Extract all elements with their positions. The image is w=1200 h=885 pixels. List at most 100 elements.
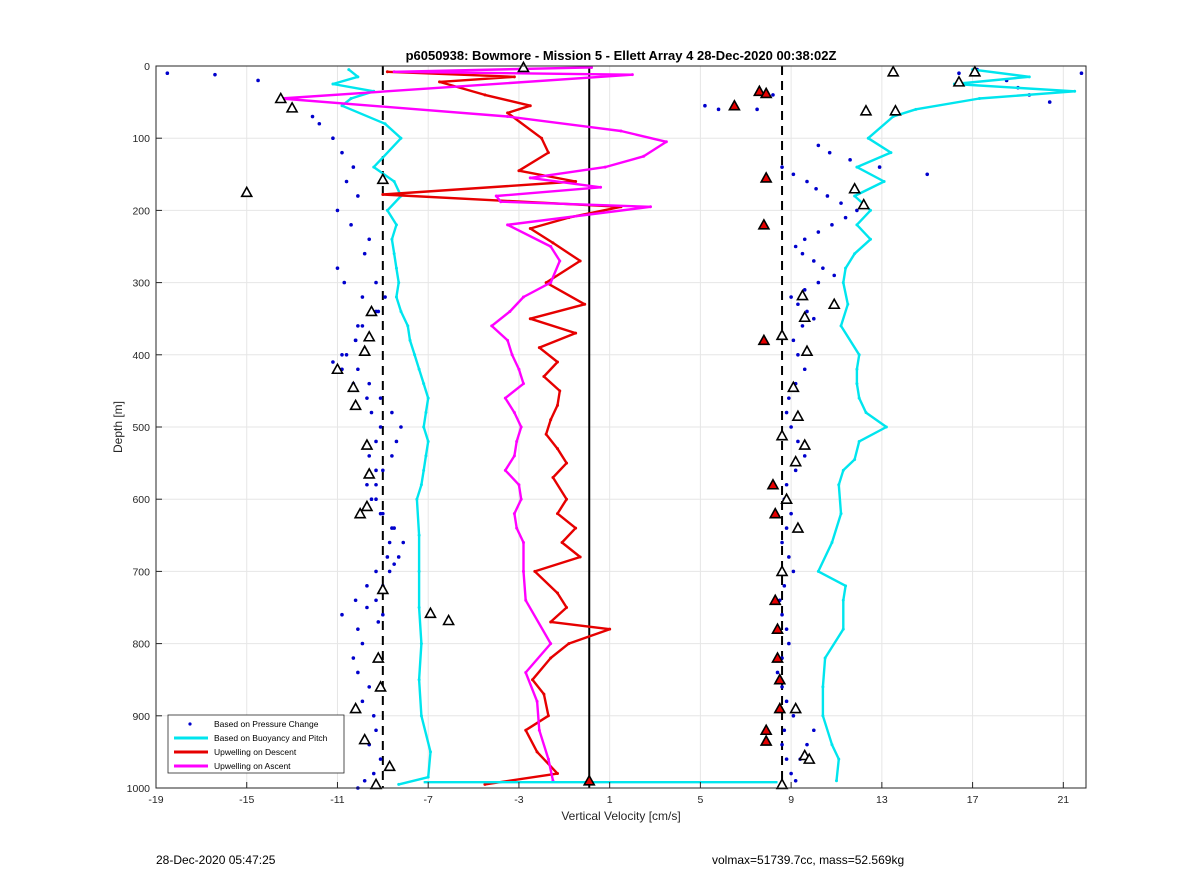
series-point-based-on-pressure-change (394, 439, 399, 444)
series-vertex-based-on-buoyancy-and-pitch (846, 302, 850, 306)
series-point-based-on-pressure-change (367, 685, 372, 689)
series-point-based-on-pressure-change (351, 656, 356, 660)
triangle-marker (360, 499, 374, 512)
series-point-based-on-pressure-change (390, 410, 394, 415)
series-point-based-on-pressure-change (374, 280, 378, 285)
series-point-based-on-pressure-change (317, 121, 322, 126)
triangle-marker (798, 310, 812, 323)
series-point-based-on-pressure-change (340, 150, 344, 155)
series-point-based-on-pressure-change (367, 454, 372, 458)
series-point-based-on-pressure-change (365, 605, 369, 610)
series-point-based-on-pressure-change (802, 454, 807, 458)
series-point-based-on-pressure-change (378, 425, 383, 429)
series-vertex-based-on-buoyancy-and-pitch (399, 136, 403, 140)
series-vertex-upwelling-on-descent (549, 620, 553, 624)
series-vertex-upwelling-on-ascent (506, 223, 510, 227)
series-point-based-on-pressure-change (800, 324, 805, 328)
series-vertex-upwelling-on-descent (608, 627, 612, 631)
series-point-based-on-pressure-change (340, 353, 344, 357)
x-tick-label: -11 (330, 794, 345, 806)
series-vertex-based-on-buoyancy-and-pitch (331, 82, 335, 86)
series-point-based-on-pressure-change (256, 78, 260, 83)
series-point-based-on-pressure-change (796, 302, 800, 307)
series-vertex-based-on-buoyancy-and-pitch (821, 685, 825, 689)
series-point-based-on-pressure-change (793, 778, 798, 783)
series-vertex-based-on-buoyancy-and-pitch (884, 425, 888, 429)
series-vertex-upwelling-on-ascent (499, 200, 503, 204)
legend-label-descent: Upwelling on Descent (214, 747, 297, 757)
legend-item-pressure: Based on Pressure Change (188, 719, 319, 729)
series-vertex-based-on-buoyancy-and-pitch (830, 541, 834, 545)
y-tick-label: 0 (144, 61, 150, 73)
series-point-based-on-pressure-change (805, 309, 809, 314)
series-point-based-on-pressure-change (360, 641, 365, 646)
series-point-based-on-pressure-change (374, 482, 378, 487)
series-vertex-upwelling-on-descent (546, 151, 550, 155)
triangle-marker (827, 297, 841, 310)
series-vertex-upwelling-on-descent (512, 75, 516, 79)
red-triangle-marker (728, 99, 741, 111)
series-vertex-based-on-buoyancy-and-pitch (853, 194, 857, 198)
series-point-based-on-pressure-change (805, 742, 809, 747)
series-vertex-upwelling-on-descent (528, 317, 532, 321)
series-point-based-on-pressure-change (353, 338, 358, 343)
legend-label-ascent: Upwelling on Ascent (214, 761, 291, 771)
series-point-based-on-pressure-change (787, 555, 791, 559)
series-vertex-upwelling-on-ascent (490, 324, 494, 328)
series-vertex-based-on-buoyancy-and-pitch (857, 439, 861, 443)
red-triangle-marker (768, 593, 782, 606)
series-point-based-on-pressure-change (1079, 71, 1084, 76)
series-vertex-upwelling-on-ascent (521, 382, 525, 386)
series-vertex-upwelling-on-descent (542, 692, 546, 696)
series-point-based-on-pressure-change (349, 223, 353, 227)
series-point-based-on-pressure-change (800, 251, 805, 256)
series-vertex-based-on-buoyancy-and-pitch (837, 483, 841, 487)
series-point-based-on-pressure-change (789, 771, 793, 776)
series-point-based-on-pressure-change (353, 598, 358, 603)
series-vertex-upwelling-on-descent (555, 403, 559, 407)
series-vertex-based-on-buoyancy-and-pitch (977, 96, 981, 100)
series-vertex-based-on-buoyancy-and-pitch (356, 75, 360, 79)
series-point-based-on-pressure-change (791, 714, 796, 718)
triangle-marker (346, 380, 360, 393)
series-vertex-based-on-buoyancy-and-pitch (426, 396, 430, 400)
y-tick-label: 1000 (127, 783, 151, 795)
triangle-marker (442, 613, 455, 626)
series-point-based-on-pressure-change (814, 186, 818, 191)
x-tick-label: 21 (1057, 794, 1069, 806)
legend-swatch-pressure (188, 722, 192, 726)
series-vertex-based-on-buoyancy-and-pitch (390, 237, 394, 241)
triangle-marker (376, 582, 390, 595)
triangle-marker (353, 506, 367, 519)
triangle-marker (968, 65, 982, 77)
marker-layer (240, 60, 982, 790)
series-point-based-on-pressure-change (367, 237, 372, 242)
red-triangle-marker (759, 734, 773, 746)
series-vertex-based-on-buoyancy-and-pitch (372, 165, 376, 169)
series-point-based-on-pressure-change (376, 309, 381, 314)
triangle-marker (787, 380, 800, 393)
series-vertex-based-on-buoyancy-and-pitch (415, 497, 419, 501)
series-point-based-on-pressure-change (925, 172, 930, 177)
series-vertex-based-on-buoyancy-and-pitch (869, 208, 873, 212)
series-vertex-upwelling-on-descent (574, 526, 578, 530)
series-point-based-on-pressure-change (780, 685, 784, 689)
series-point-based-on-pressure-change (365, 396, 369, 400)
series-vertex-upwelling-on-descent (381, 193, 385, 197)
x-tick-label: 13 (876, 794, 888, 806)
series-vertex-based-on-buoyancy-and-pitch (855, 223, 859, 227)
triangle-marker (274, 91, 288, 104)
series-vertex-upwelling-on-ascent (512, 411, 516, 415)
series-point-based-on-pressure-change (780, 165, 784, 169)
triangle-marker (331, 362, 344, 375)
legend-item-descent: Upwelling on Descent (174, 747, 297, 757)
series-vertex-based-on-buoyancy-and-pitch (392, 180, 396, 184)
series-vertex-upwelling-on-descent (565, 606, 569, 609)
series-vertex-upwelling-on-descent (583, 302, 587, 306)
series-point-based-on-pressure-change (802, 288, 807, 292)
series-vertex-based-on-buoyancy-and-pitch (841, 468, 845, 472)
series-vertex-based-on-buoyancy-and-pitch (914, 107, 918, 111)
series-point-based-on-pressure-change (755, 107, 759, 112)
red-triangle-marker (757, 218, 771, 230)
